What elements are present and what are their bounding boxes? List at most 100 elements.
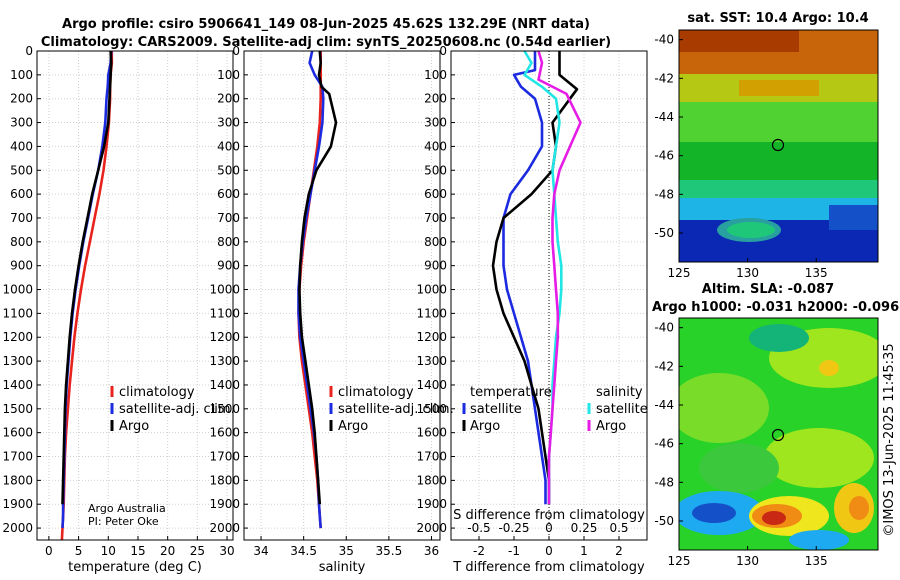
difference-x-tick-label: 1 bbox=[580, 544, 588, 558]
figure-title-line2: Climatology: CARS2009. Satellite-adj cli… bbox=[41, 35, 611, 50]
map-lat-tick-label: -44 bbox=[654, 398, 674, 412]
depth-tick-label: 700 bbox=[217, 211, 240, 225]
salinity-series-argo bbox=[298, 50, 338, 505]
legend-sal-satellite-label: satellite bbox=[596, 402, 648, 417]
depth-tick-label: 1300 bbox=[2, 354, 33, 368]
legend-salinity-header: salinity bbox=[596, 385, 643, 400]
depth-tick-label: 1500 bbox=[2, 402, 33, 416]
depth-tick-label: 1600 bbox=[416, 426, 447, 440]
imos-timestamp: ©IMOS 13-Jun-2025 11:45:35 bbox=[882, 343, 897, 536]
depth-tick-label: 0 bbox=[25, 44, 33, 58]
depth-tick-label: 700 bbox=[424, 211, 447, 225]
legend-sal-argo-label: Argo bbox=[596, 419, 626, 434]
legend-climatology-label: climatology bbox=[119, 385, 195, 400]
depth-tick-label: 1200 bbox=[2, 330, 33, 344]
depth-tick-label: 1200 bbox=[416, 330, 447, 344]
depth-tick-label: 400 bbox=[10, 139, 33, 153]
depth-tick-label: 100 bbox=[217, 68, 240, 82]
depth-tick-label: 300 bbox=[10, 116, 33, 130]
depth-tick-label: 1400 bbox=[209, 378, 240, 392]
temperature-series-argo bbox=[61, 50, 113, 505]
difference-x-tick-label: -2 bbox=[473, 544, 485, 558]
temperature-x-tick-label: 5 bbox=[75, 544, 83, 558]
map-lat-tick-label: -46 bbox=[654, 437, 674, 451]
depth-tick-label: 1300 bbox=[416, 354, 447, 368]
salinity-x-tick-label: 34 bbox=[253, 544, 268, 558]
depth-tick-label: 1100 bbox=[209, 306, 240, 320]
difference-profile-panel: 0100200300400500600700800900100011001200… bbox=[416, 44, 647, 575]
depth-tick-label: 800 bbox=[217, 235, 240, 249]
salinity-difference-tick-label: 0 bbox=[545, 521, 553, 535]
depth-tick-label: 700 bbox=[10, 211, 33, 225]
salinity-x-tick-label: 34.5 bbox=[290, 544, 317, 558]
depth-tick-label: 1200 bbox=[209, 330, 240, 344]
depth-tick-label: 400 bbox=[424, 139, 447, 153]
salinity-legend: climatology satellite-adj. clim. Argo bbox=[329, 385, 454, 434]
depth-tick-label: 1800 bbox=[209, 473, 240, 487]
depth-tick-label: 600 bbox=[217, 187, 240, 201]
temperature-difference-xlabel: T difference from climatology bbox=[452, 560, 645, 575]
map-lon-tick-label: 125 bbox=[668, 266, 691, 280]
map-lat-tick-label: -42 bbox=[654, 359, 674, 373]
legend-temp-argo-label: Argo bbox=[470, 419, 500, 434]
depth-tick-label: 1300 bbox=[209, 354, 240, 368]
depth-tick-label: 1000 bbox=[2, 283, 33, 297]
sst-argo-location-marker bbox=[771, 138, 785, 152]
salinity-profile-panel: 0100200300400500600700800900100011001200… bbox=[209, 44, 453, 575]
legend-climatology-label: climatology bbox=[338, 385, 414, 400]
salinity-difference-tick-label: 0.5 bbox=[609, 521, 628, 535]
depth-tick-label: 200 bbox=[10, 92, 33, 106]
salinity-x-tick-label: 35.5 bbox=[376, 544, 403, 558]
depth-tick-label: 1500 bbox=[209, 402, 240, 416]
sla-field bbox=[679, 318, 878, 550]
map-lat-tick-label: -50 bbox=[654, 514, 674, 528]
map-lon-tick-label: 135 bbox=[805, 266, 828, 280]
sla-map-title-line1: Altim. SLA: -0.087 bbox=[702, 282, 834, 297]
legend-temperature-header: temperature bbox=[470, 385, 552, 400]
temperature-axes-frame bbox=[36, 50, 234, 541]
salinity-xlabel: salinity bbox=[319, 560, 366, 575]
depth-tick-label: 1400 bbox=[2, 378, 33, 392]
difference-x-tick-label: 0 bbox=[545, 544, 553, 558]
depth-tick-label: 800 bbox=[10, 235, 33, 249]
sla-argo-location-marker bbox=[771, 428, 785, 442]
depth-tick-label: 100 bbox=[10, 68, 33, 82]
depth-tick-label: 1600 bbox=[209, 426, 240, 440]
difference-legend: temperature satellite Argo salinity sate… bbox=[462, 385, 648, 434]
map-lat-tick-label: -40 bbox=[654, 321, 674, 335]
difference-x-tick-label: -1 bbox=[508, 544, 520, 558]
depth-tick-label: 2000 bbox=[2, 521, 33, 535]
depth-tick-label: 300 bbox=[424, 116, 447, 130]
depth-tick-label: 1800 bbox=[416, 473, 447, 487]
difference-series-salinity-argo bbox=[537, 50, 582, 505]
map-lon-tick-label: 125 bbox=[668, 554, 691, 568]
map-lat-tick-label: -46 bbox=[654, 149, 674, 163]
map-lat-tick-label: -48 bbox=[654, 475, 674, 489]
legend-argo-label: Argo bbox=[119, 419, 149, 434]
sst-map-title: sat. SST: 10.4 Argo: 10.4 bbox=[687, 11, 868, 26]
map-lat-tick-label: -40 bbox=[654, 33, 674, 47]
difference-series-temperature-satellite bbox=[502, 51, 547, 505]
depth-tick-label: 1800 bbox=[2, 473, 33, 487]
difference-x-tick-label: 2 bbox=[615, 544, 623, 558]
legend-temp-satellite-label: satellite bbox=[470, 402, 522, 417]
depth-tick-label: 300 bbox=[217, 116, 240, 130]
legend-satellite-label: satellite-adj. clim. bbox=[338, 402, 454, 417]
depth-tick-label: 600 bbox=[10, 187, 33, 201]
salinity-x-tick-label: 35 bbox=[339, 544, 354, 558]
salinity-difference-tick-label: -0.5 bbox=[467, 521, 490, 535]
temperature-x-tick-label: 0 bbox=[45, 544, 53, 558]
depth-tick-label: 1000 bbox=[416, 283, 447, 297]
sla-map-frame bbox=[678, 317, 879, 551]
credit-line2: PI: Peter Oke bbox=[88, 515, 159, 528]
depth-tick-label: 2000 bbox=[209, 521, 240, 535]
map-lat-tick-label: -50 bbox=[654, 226, 674, 240]
sla-map-panel: Altim. SLA: -0.087 Argo h1000: -0.031 h2… bbox=[652, 282, 899, 568]
depth-tick-label: 1000 bbox=[209, 283, 240, 297]
map-lon-tick-label: 130 bbox=[736, 266, 759, 280]
depth-tick-label: 500 bbox=[424, 163, 447, 177]
depth-tick-label: 1900 bbox=[209, 497, 240, 511]
depth-tick-label: 0 bbox=[439, 44, 447, 58]
depth-tick-label: 100 bbox=[424, 68, 447, 82]
